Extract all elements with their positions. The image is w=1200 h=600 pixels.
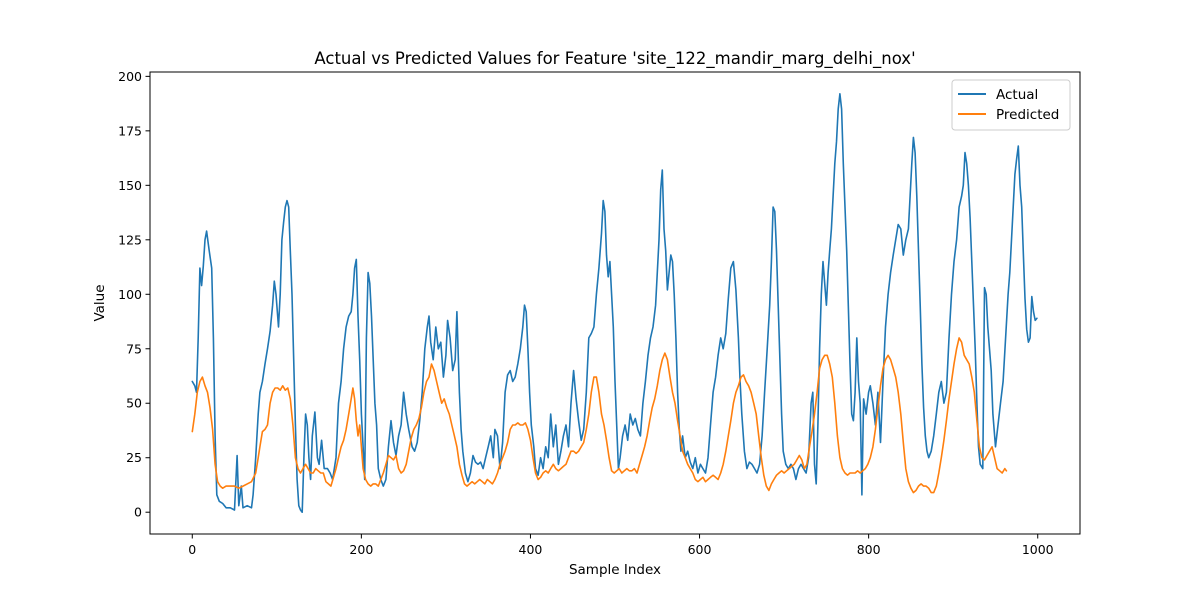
y-tick-label: 75 bbox=[126, 341, 142, 356]
x-tick-label: 600 bbox=[688, 542, 712, 557]
x-tick-label: 400 bbox=[519, 542, 543, 557]
y-tick-label: 200 bbox=[118, 69, 142, 84]
series-layer bbox=[191, 93, 1038, 513]
x-axis: 0 200 400 600 800 1000 bbox=[188, 534, 1054, 557]
y-tick-label: 25 bbox=[126, 450, 142, 465]
x-tick-label: 1000 bbox=[1022, 542, 1054, 557]
legend-label-predicted: Predicted bbox=[996, 107, 1059, 123]
y-axis-label: Value bbox=[92, 284, 108, 321]
plot-frame bbox=[149, 71, 1081, 535]
y-tick-label: 150 bbox=[118, 178, 142, 193]
y-tick-label: 125 bbox=[118, 232, 142, 247]
y-tick-label: 175 bbox=[118, 123, 142, 138]
y-tick-label: 100 bbox=[118, 287, 142, 302]
x-tick-label: 200 bbox=[349, 542, 373, 557]
legend: Actual Predicted bbox=[951, 79, 1071, 131]
x-axis-label: Sample Index bbox=[569, 562, 661, 578]
x-tick-label: 0 bbox=[188, 542, 196, 557]
y-tick-label: 50 bbox=[126, 396, 142, 411]
legend-label-actual: Actual bbox=[996, 87, 1038, 103]
series-line-predicted bbox=[191, 337, 1008, 494]
series-line-actual bbox=[191, 93, 1038, 513]
chart-title: Actual vs Predicted Values for Feature '… bbox=[314, 49, 915, 69]
y-tick-label: 0 bbox=[134, 505, 142, 520]
y-axis: 0 25 50 75 100 125 150 175 200 bbox=[118, 69, 150, 520]
x-tick-label: 800 bbox=[857, 542, 881, 557]
legend-box bbox=[951, 79, 1071, 131]
